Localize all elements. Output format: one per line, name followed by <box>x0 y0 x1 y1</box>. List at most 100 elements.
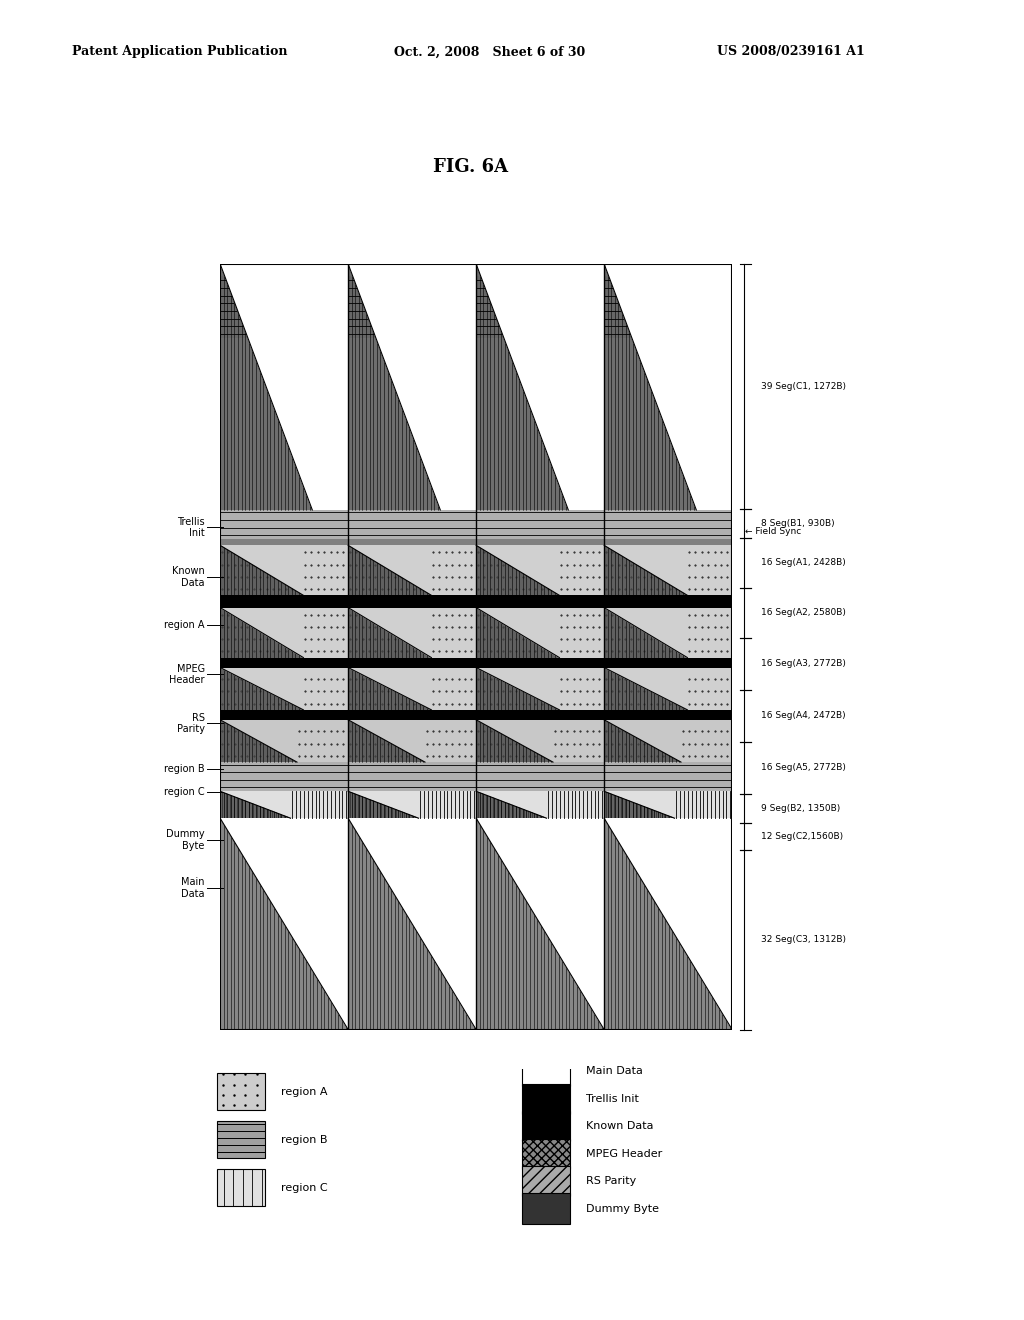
Text: 16 Seg(A1, 2428B): 16 Seg(A1, 2428B) <box>761 558 846 568</box>
Text: ← Field Sync: ← Field Sync <box>745 528 802 536</box>
Bar <box>476 719 604 762</box>
Polygon shape <box>604 668 732 710</box>
Text: Known Data: Known Data <box>586 1121 653 1131</box>
Polygon shape <box>348 264 476 510</box>
Polygon shape <box>476 818 604 1030</box>
Polygon shape <box>604 668 687 710</box>
Bar <box>604 539 732 545</box>
Polygon shape <box>476 264 604 510</box>
Bar <box>476 657 604 668</box>
Bar <box>217 1121 265 1159</box>
Polygon shape <box>220 264 312 510</box>
Text: 9 Seg(B2, 1350B): 9 Seg(B2, 1350B) <box>761 804 840 813</box>
Bar <box>220 607 348 657</box>
Text: Dummy Byte: Dummy Byte <box>586 1204 658 1213</box>
Bar <box>604 710 732 719</box>
Bar <box>604 818 732 1030</box>
Bar <box>476 668 604 710</box>
Text: 32 Seg(C3, 1312B): 32 Seg(C3, 1312B) <box>761 935 846 944</box>
Polygon shape <box>604 545 732 595</box>
Polygon shape <box>348 545 431 595</box>
Bar <box>476 818 604 1030</box>
Polygon shape <box>476 791 604 818</box>
Bar <box>348 710 476 719</box>
Polygon shape <box>220 668 348 710</box>
Bar <box>522 1084 569 1114</box>
Polygon shape <box>348 264 476 510</box>
Polygon shape <box>348 818 476 1030</box>
Bar <box>522 1139 569 1168</box>
Text: region B: region B <box>164 764 205 775</box>
Text: 39 Seg(C1, 1272B): 39 Seg(C1, 1272B) <box>761 381 846 391</box>
Bar <box>604 510 732 539</box>
Bar <box>220 595 348 607</box>
Bar <box>522 1193 569 1224</box>
Polygon shape <box>476 818 604 1030</box>
Text: region C: region C <box>281 1183 328 1192</box>
Polygon shape <box>220 668 303 710</box>
Text: Oct. 2, 2008   Sheet 6 of 30: Oct. 2, 2008 Sheet 6 of 30 <box>394 45 586 58</box>
Polygon shape <box>220 791 348 818</box>
Bar <box>348 264 476 510</box>
Polygon shape <box>476 719 604 762</box>
Bar <box>220 710 348 719</box>
Text: Known
Data: Known Data <box>172 566 205 587</box>
Bar <box>604 595 732 607</box>
Text: RS
Parity: RS Parity <box>177 713 205 734</box>
Text: Main
Data: Main Data <box>181 878 205 899</box>
Bar <box>348 657 476 668</box>
Text: region A: region A <box>164 620 205 631</box>
Text: Patent Application Publication: Patent Application Publication <box>72 45 287 58</box>
Polygon shape <box>220 719 348 762</box>
Bar <box>220 539 348 545</box>
Bar <box>217 1168 265 1206</box>
Polygon shape <box>476 791 547 818</box>
Polygon shape <box>604 791 675 818</box>
Polygon shape <box>604 719 732 762</box>
Bar <box>476 276 604 338</box>
Bar <box>217 1073 265 1110</box>
Text: Trellis Init: Trellis Init <box>586 1094 639 1104</box>
Bar <box>604 719 732 762</box>
Bar <box>604 545 732 595</box>
Text: 12 Seg(C2,1560B): 12 Seg(C2,1560B) <box>761 832 843 841</box>
Polygon shape <box>604 818 732 1030</box>
Polygon shape <box>220 818 348 1030</box>
Bar <box>604 264 732 510</box>
Bar <box>348 607 476 657</box>
Bar <box>220 791 348 818</box>
Bar <box>348 668 476 710</box>
Bar <box>348 545 476 595</box>
Text: RS Parity: RS Parity <box>586 1176 636 1187</box>
Polygon shape <box>348 818 476 1030</box>
Polygon shape <box>476 264 604 510</box>
Bar <box>220 719 348 762</box>
Polygon shape <box>220 818 348 1030</box>
Polygon shape <box>348 719 425 762</box>
Bar <box>220 668 348 710</box>
Text: 16 Seg(A2, 2580B): 16 Seg(A2, 2580B) <box>761 609 846 618</box>
Bar <box>476 545 604 595</box>
Bar <box>476 539 604 545</box>
Text: Dummy
Byte: Dummy Byte <box>166 829 205 850</box>
Polygon shape <box>220 545 348 595</box>
Bar <box>604 607 732 657</box>
Bar <box>604 276 732 338</box>
Polygon shape <box>348 264 440 510</box>
Text: MPEG
Header: MPEG Header <box>169 664 205 685</box>
Text: Main Data: Main Data <box>586 1067 643 1076</box>
Bar <box>476 595 604 607</box>
Text: MPEG Header: MPEG Header <box>586 1148 662 1159</box>
Polygon shape <box>604 545 687 595</box>
Polygon shape <box>476 264 568 510</box>
Bar <box>522 1166 569 1196</box>
Bar <box>476 791 604 818</box>
Polygon shape <box>220 545 303 595</box>
Bar <box>604 762 732 791</box>
Bar <box>220 545 348 595</box>
Text: 16 Seg(A4, 2472B): 16 Seg(A4, 2472B) <box>761 711 846 721</box>
Bar <box>604 657 732 668</box>
Polygon shape <box>604 818 732 1030</box>
Text: FIG. 6A: FIG. 6A <box>433 157 509 176</box>
Polygon shape <box>604 264 732 510</box>
